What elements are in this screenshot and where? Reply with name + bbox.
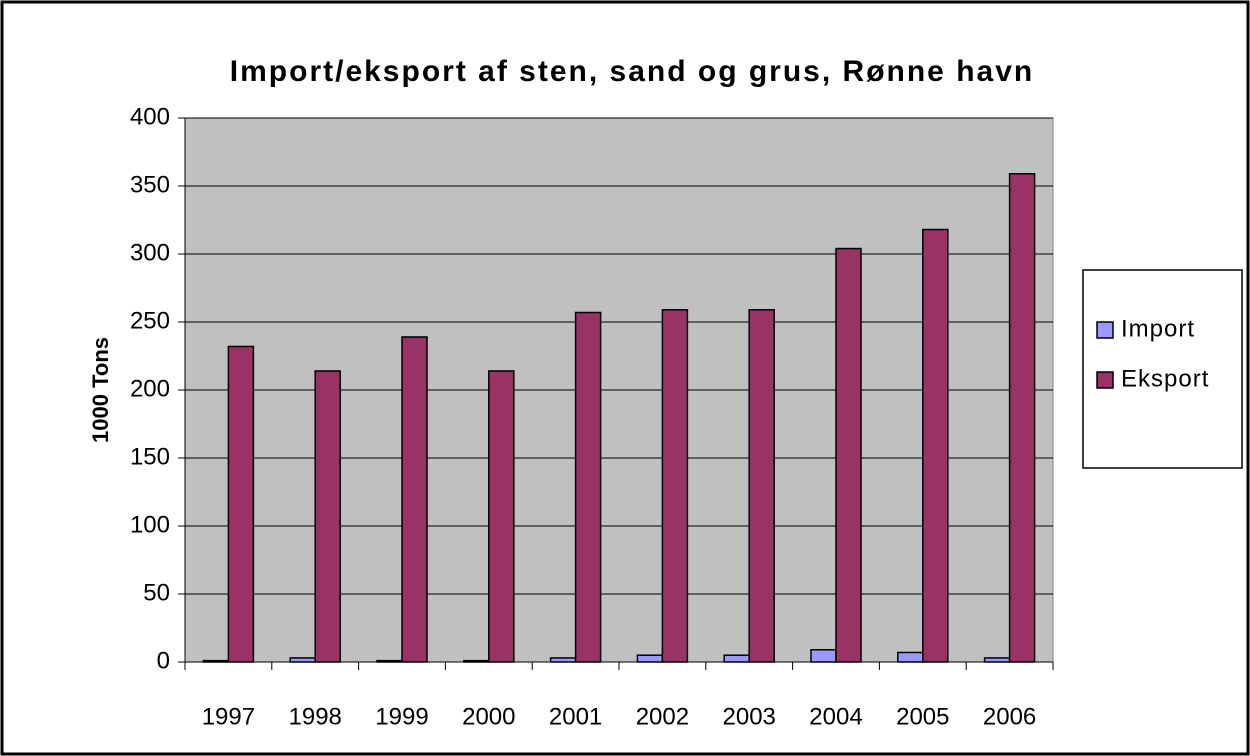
x-tick-label: 2003 bbox=[723, 703, 776, 730]
x-tick-label: 2005 bbox=[896, 703, 949, 730]
legend-swatch bbox=[1096, 371, 1114, 389]
bar bbox=[314, 370, 341, 663]
bar bbox=[574, 311, 602, 663]
bar bbox=[835, 247, 862, 663]
y-tick-label: 250 bbox=[130, 307, 170, 334]
x-tick-label: 1997 bbox=[202, 703, 255, 730]
bar bbox=[202, 659, 230, 663]
bar bbox=[897, 651, 924, 663]
y-tick-label: 300 bbox=[130, 239, 170, 266]
x-tick-label: 2001 bbox=[549, 703, 602, 730]
y-tick-label: 50 bbox=[143, 579, 170, 606]
bar bbox=[723, 654, 750, 663]
bar bbox=[810, 649, 837, 663]
legend-label: Import bbox=[1121, 315, 1195, 342]
bar bbox=[227, 345, 255, 663]
bar bbox=[376, 659, 403, 663]
chart-title: Import/eksport af sten, sand og grus, Rø… bbox=[230, 55, 1034, 88]
bar bbox=[983, 657, 1011, 663]
legend-label: Eksport bbox=[1121, 365, 1209, 392]
bar bbox=[636, 654, 664, 663]
bar bbox=[922, 228, 949, 663]
x-tick-label: 2000 bbox=[462, 703, 515, 730]
legend-box bbox=[1082, 269, 1243, 469]
x-tick-label: 1998 bbox=[289, 703, 342, 730]
x-tick-label: 2006 bbox=[983, 703, 1036, 730]
bar bbox=[289, 657, 316, 663]
y-tick-label: 200 bbox=[130, 375, 170, 402]
y-tick-label: 400 bbox=[130, 103, 170, 130]
bar bbox=[488, 370, 515, 663]
bar bbox=[463, 659, 490, 663]
bar bbox=[1008, 173, 1036, 663]
y-tick-label: 0 bbox=[157, 647, 170, 674]
bar bbox=[661, 309, 689, 663]
legend-swatch bbox=[1096, 321, 1114, 339]
x-tick-label: 2002 bbox=[636, 703, 689, 730]
x-tick-label: 2004 bbox=[809, 703, 862, 730]
y-tick-label: 350 bbox=[130, 171, 170, 198]
bar bbox=[549, 657, 577, 663]
y-tick-label: 100 bbox=[130, 511, 170, 538]
bar bbox=[401, 336, 428, 663]
bar bbox=[748, 309, 775, 663]
y-axis-label: 1000 Tons bbox=[88, 337, 113, 443]
y-tick-label: 150 bbox=[130, 443, 170, 470]
x-tick-label: 1999 bbox=[375, 703, 428, 730]
